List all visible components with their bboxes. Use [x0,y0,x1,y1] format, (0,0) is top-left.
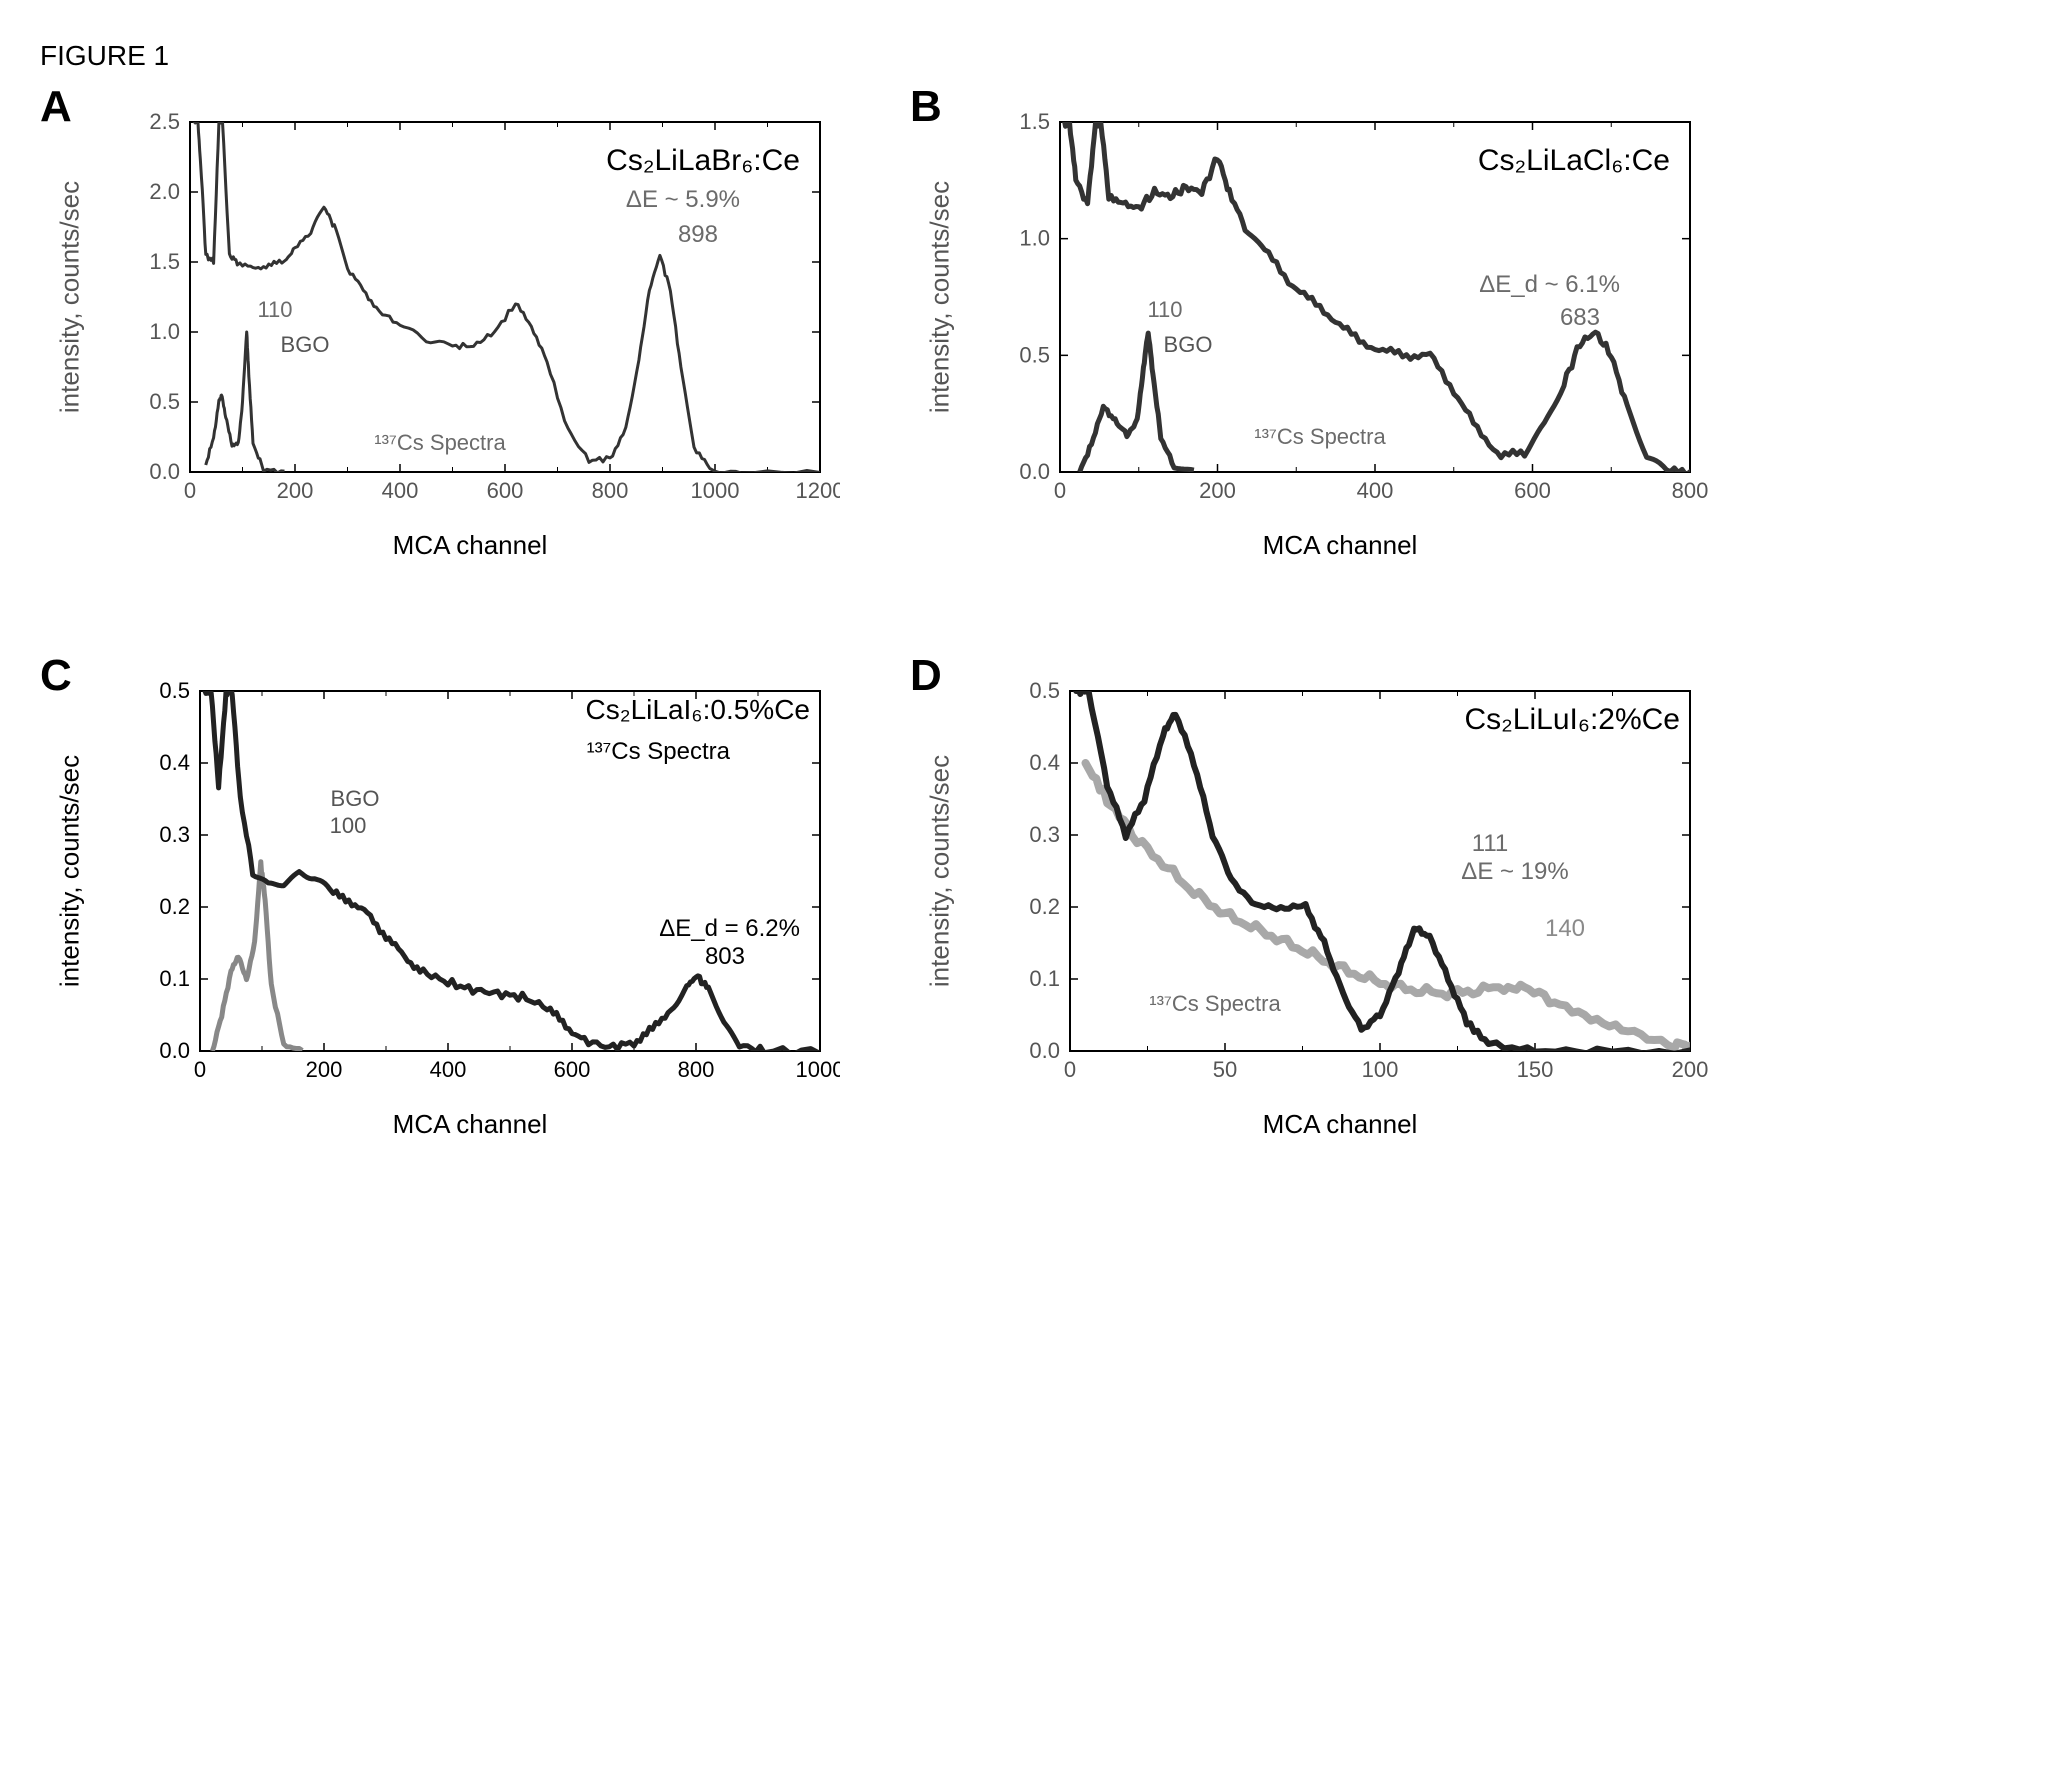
svg-text:¹³⁷Cs Spectra: ¹³⁷Cs Spectra [374,430,506,455]
panel-B-letter: B [910,82,942,132]
panel-D: D 0501001502000.00.10.20.30.40.5Cs₂LiLuI… [910,661,1740,1140]
panel-A-letter: A [40,82,72,132]
svg-text:100: 100 [330,813,367,838]
svg-text:1000: 1000 [691,478,740,503]
svg-text:ΔE ~ 5.9%: ΔE ~ 5.9% [626,186,740,213]
svg-text:111: 111 [1472,830,1508,857]
svg-text:200: 200 [277,478,314,503]
svg-text:1.5: 1.5 [149,249,180,274]
svg-text:1200: 1200 [796,478,840,503]
svg-text:BGO: BGO [281,332,330,357]
figure-grid: A 0200400600800100012000.00.51.01.52.02.… [40,92,1740,1140]
svg-text:0.2: 0.2 [1029,894,1060,919]
svg-text:800: 800 [1672,478,1709,503]
svg-text:200: 200 [1199,478,1236,503]
svg-text:¹³⁷Cs Spectra: ¹³⁷Cs Spectra [1149,991,1281,1016]
panel-D-letter: D [910,651,942,701]
svg-text:ΔE_d = 6.2%: ΔE_d = 6.2% [659,915,800,942]
svg-text:0.5: 0.5 [1019,342,1050,367]
svg-text:0.5: 0.5 [149,389,180,414]
svg-text:110: 110 [1147,297,1182,322]
panel-D-xlabel: MCA channel [970,1109,1710,1140]
svg-text:0.5: 0.5 [1029,678,1060,703]
panel-D-ylabel: intensity, counts/sec [925,755,956,987]
panel-C-letter: C [40,651,72,701]
svg-text:0.1: 0.1 [1029,966,1060,991]
svg-text:800: 800 [678,1057,715,1082]
panel-C: C 020040060080010000.00.10.20.30.40.5Cs₂… [40,661,870,1140]
svg-text:800: 800 [592,478,629,503]
svg-text:¹³⁷Cs Spectra: ¹³⁷Cs Spectra [1254,424,1386,449]
svg-text:¹³⁷Cs Spectra: ¹³⁷Cs Spectra [587,738,731,765]
svg-text:200: 200 [1672,1057,1709,1082]
panel-C-xlabel: MCA channel [100,1109,840,1140]
svg-text:Cs₂LiLaCl₆:Ce: Cs₂LiLaCl₆:Ce [1478,144,1670,177]
svg-text:0.4: 0.4 [159,750,190,775]
svg-text:400: 400 [382,478,419,503]
svg-text:BGO: BGO [1164,332,1213,357]
panel-B-xlabel: MCA channel [970,530,1710,561]
svg-text:0.0: 0.0 [1029,1038,1060,1063]
svg-text:898: 898 [678,221,718,248]
svg-text:400: 400 [1357,478,1394,503]
panel-B: B 02004006008000.00.51.01.5Cs₂LiLaCl₆:Ce… [910,92,1740,571]
svg-text:ΔE_d ~ 6.1%: ΔE_d ~ 6.1% [1479,271,1620,298]
svg-text:600: 600 [554,1057,591,1082]
svg-text:0.2: 0.2 [159,894,190,919]
svg-text:2.0: 2.0 [149,179,180,204]
svg-text:0.4: 0.4 [1029,750,1060,775]
svg-text:0.3: 0.3 [1029,822,1060,847]
svg-text:600: 600 [487,478,524,503]
svg-text:1000: 1000 [796,1057,840,1082]
svg-text:ΔE ~ 19%: ΔE ~ 19% [1461,858,1568,885]
svg-text:200: 200 [306,1057,343,1082]
svg-text:Cs₂LiLaBr₆:Ce: Cs₂LiLaBr₆:Ce [606,144,800,177]
svg-text:683: 683 [1560,304,1600,331]
svg-text:100: 100 [1362,1057,1399,1082]
svg-text:0: 0 [194,1057,206,1082]
svg-text:803: 803 [705,943,745,970]
svg-text:2.5: 2.5 [149,109,180,134]
svg-text:0: 0 [1054,478,1066,503]
svg-text:1.0: 1.0 [1019,226,1050,251]
svg-text:150: 150 [1517,1057,1554,1082]
svg-text:Cs₂LiLuI₆:2%Ce: Cs₂LiLuI₆:2%Ce [1464,703,1680,736]
svg-text:1.5: 1.5 [1019,109,1050,134]
svg-text:110: 110 [257,297,292,322]
svg-text:0.0: 0.0 [159,1038,190,1063]
figure-title: FIGURE 1 [40,40,2009,72]
panel-B-ylabel: intensity, counts/sec [925,181,956,413]
svg-text:140: 140 [1545,915,1585,942]
panel-C-ylabel: intensity, counts/sec [55,755,86,987]
svg-text:BGO: BGO [331,786,380,811]
svg-text:0.3: 0.3 [159,822,190,847]
svg-text:0.0: 0.0 [1019,459,1050,484]
svg-text:0.5: 0.5 [159,678,190,703]
panel-A-ylabel: intensity, counts/sec [55,181,86,413]
svg-text:0.1: 0.1 [159,966,190,991]
svg-text:50: 50 [1213,1057,1237,1082]
svg-text:0: 0 [184,478,196,503]
svg-text:600: 600 [1514,478,1551,503]
svg-text:1.0: 1.0 [149,319,180,344]
panel-A-xlabel: MCA channel [100,530,840,561]
svg-text:0.0: 0.0 [149,459,180,484]
svg-text:400: 400 [430,1057,467,1082]
svg-text:Cs₂LiLaI₆:0.5%Ce: Cs₂LiLaI₆:0.5%Ce [586,694,811,725]
svg-text:0: 0 [1064,1057,1076,1082]
panel-A: A 0200400600800100012000.00.51.01.52.02.… [40,92,870,571]
